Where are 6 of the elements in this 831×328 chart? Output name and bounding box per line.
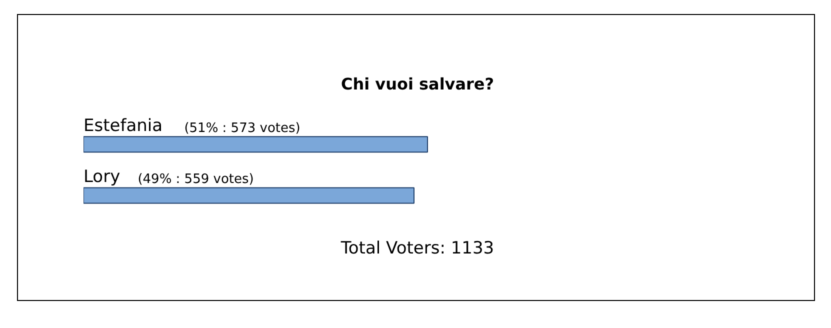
data-label: (51% : 573 votes) [184, 120, 300, 136]
y-tick-label: Lory [84, 166, 120, 187]
chart-title: Chi vuoi salvare? [340, 74, 494, 94]
data-label: (49% : 559 votes) [138, 172, 254, 187]
y-tick-label: Estefania [84, 116, 163, 136]
text: Total Voters: 1133 [340, 238, 494, 259]
